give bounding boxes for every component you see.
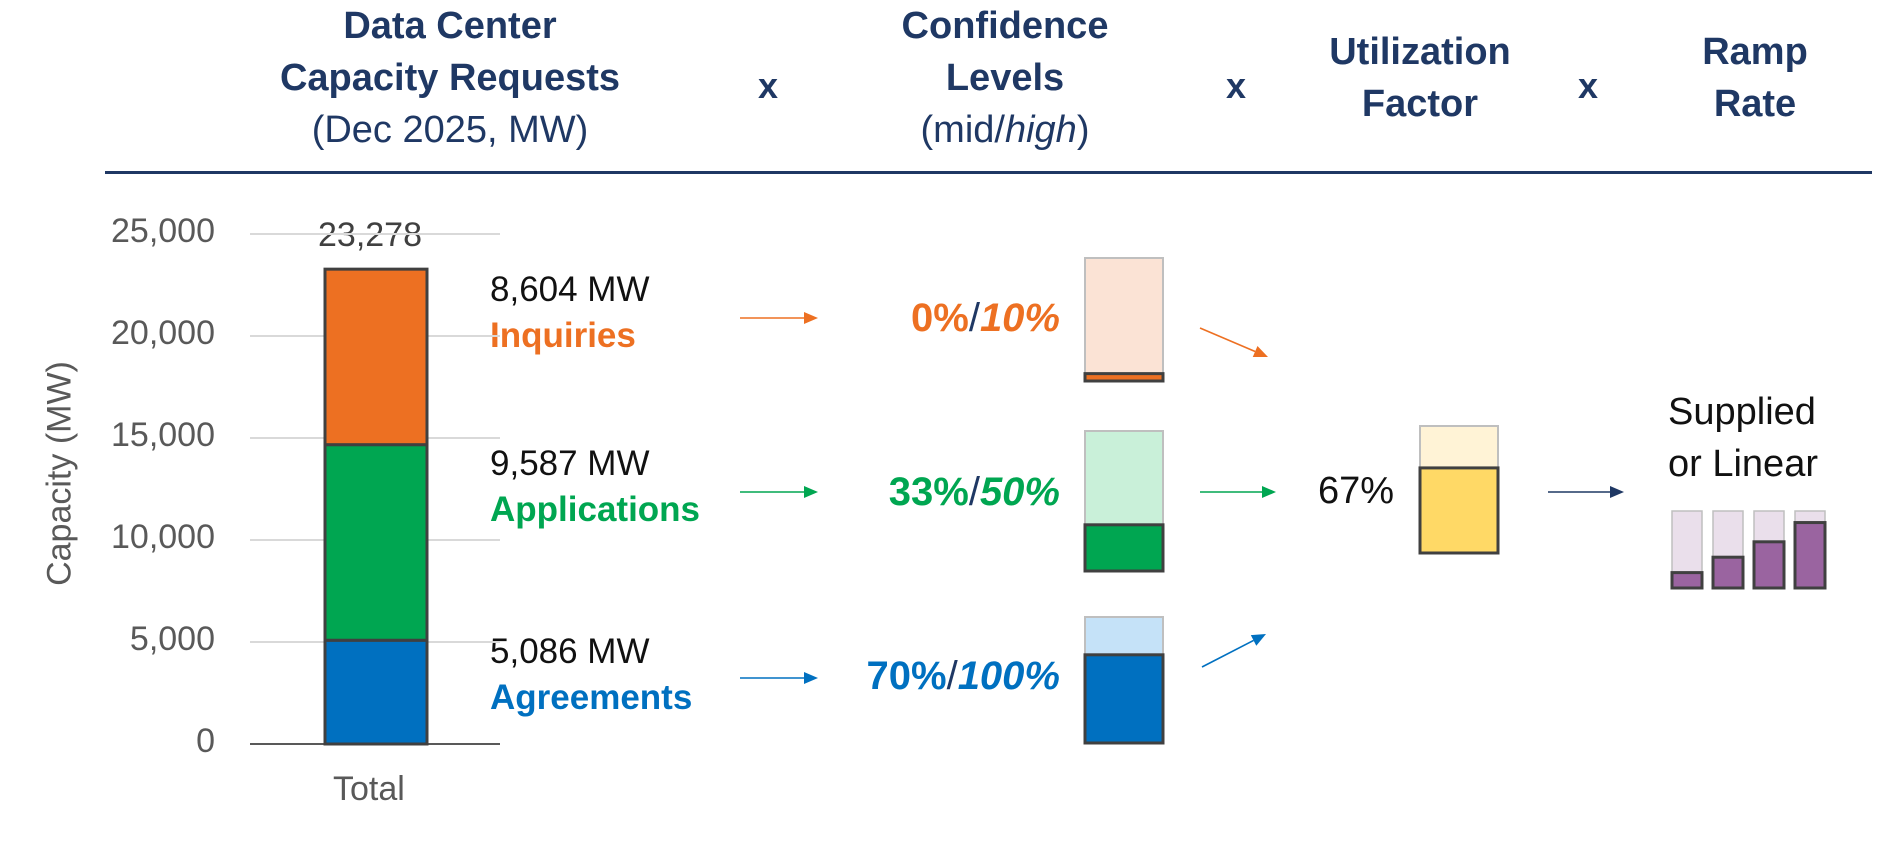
- arrow-inquiries-out-head: [1252, 345, 1268, 358]
- header-divider: [105, 171, 1872, 174]
- applications-mw: 9,587 MW: [490, 444, 650, 483]
- agreements-mw: 5,086 MW: [490, 632, 650, 671]
- y-tick-label: 25,000: [111, 212, 215, 250]
- arrow-utilization-out-head: [1610, 486, 1624, 498]
- arrow-inquiries-in-head: [804, 312, 818, 324]
- arrow-agreements-in-head: [804, 672, 818, 684]
- confidence-box-inquiries: [1084, 257, 1164, 382]
- header-capacity-requests: Data Center Capacity Requests (Dec 2025,…: [279, 5, 620, 151]
- bar-segment-applications: [323, 443, 429, 642]
- inquiries-label: Inquiries: [490, 316, 636, 355]
- ramp-bar-fill: [1670, 571, 1704, 590]
- inquiries-mw: 8,604 MW: [490, 270, 650, 309]
- ramp-bar-fill: [1793, 521, 1827, 590]
- x-category-label: Total: [333, 770, 405, 808]
- bar-segment-inquiries: [323, 267, 429, 447]
- y-tick-label: 15,000: [111, 416, 215, 454]
- agreements-confidence: 70%/100%: [866, 654, 1061, 698]
- y-tick-label: 10,000: [111, 518, 215, 556]
- y-tick-label: 0: [196, 722, 215, 760]
- multiply-operator-2: x: [1226, 65, 1247, 106]
- header-ramp-rate: Ramp Rate: [1702, 31, 1808, 125]
- arrow-applications-out-head: [1262, 486, 1276, 498]
- arrow-applications-in-head: [804, 486, 818, 498]
- arrow-inquiries-out-line: [1199, 327, 1256, 353]
- y-tick-label: 5,000: [129, 620, 215, 658]
- confidence-fill-inquiries: [1083, 372, 1165, 383]
- applications-confidence: 33%/50%: [888, 470, 1060, 514]
- utilization-value: 67%: [1318, 470, 1395, 512]
- agreements-label: Agreements: [490, 678, 693, 717]
- y-tick-label: 20,000: [111, 314, 215, 352]
- arrow-agreements-out-head: [1250, 634, 1266, 646]
- header-confidence-levels: Confidence Levels (mid/high): [901, 5, 1109, 151]
- applications-label: Applications: [490, 490, 701, 529]
- utilization-fill: [1418, 466, 1500, 555]
- confidence-fill-applications: [1083, 523, 1165, 573]
- arrow-agreements-out-line: [1201, 639, 1254, 668]
- confidence-fill-agreements: [1083, 653, 1165, 745]
- inquiries-confidence: 0%/10%: [911, 296, 1060, 340]
- ramp-bar-fill: [1752, 540, 1786, 590]
- ramp-text: Supplied or Linear: [1668, 391, 1818, 485]
- multiply-operator-3: x: [1578, 65, 1599, 106]
- header-utilization-factor: Utilization Factor: [1329, 31, 1511, 125]
- bar-segment-agreements: [323, 638, 429, 746]
- multiply-operator-1: x: [758, 65, 779, 106]
- ramp-bar-fill: [1711, 555, 1745, 590]
